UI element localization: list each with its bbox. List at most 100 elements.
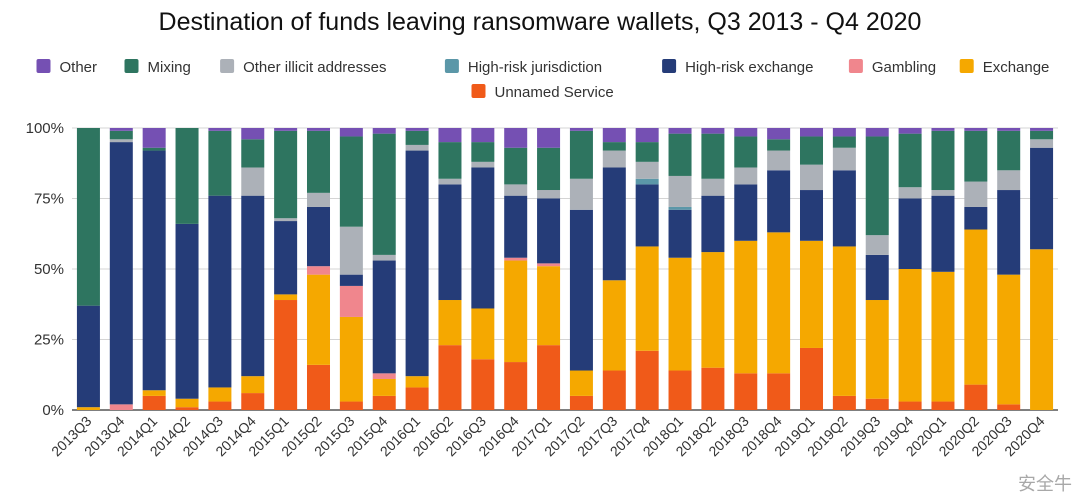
legend-label: High-risk exchange [685, 59, 813, 76]
bar-segment [339, 285, 363, 317]
bar-segment [569, 178, 593, 210]
bar-segment [241, 393, 265, 410]
bar-segment [898, 198, 922, 269]
bar-segment [602, 128, 626, 143]
legend-label: Gambling [872, 59, 936, 76]
bar-segment [602, 280, 626, 371]
chart-title: Destination of funds leaving ransomware … [158, 8, 922, 36]
bar-segment [537, 198, 561, 264]
bar-segment [799, 190, 824, 241]
bar-segment [668, 257, 692, 371]
bar-segment [537, 263, 561, 267]
bar-segment [175, 223, 199, 399]
bar-segment [668, 133, 692, 176]
bar-segment [372, 373, 396, 379]
legend-label: Exchange [983, 59, 1050, 76]
y-axis: 0% 25% 50% 75% 100% [26, 120, 64, 419]
bar-segment [832, 147, 856, 171]
bar-segment [701, 178, 725, 196]
bar-segment [537, 266, 561, 346]
bar-segment [175, 398, 199, 408]
bar-segment [997, 170, 1021, 191]
legend-item: Other [36, 59, 98, 76]
bar-segment [175, 128, 199, 224]
bar-segment [175, 407, 199, 410]
bar-segment [931, 190, 955, 196]
bar-segment [306, 192, 331, 207]
bar-segment [208, 195, 232, 388]
bar-segment [241, 139, 265, 168]
bar-segment [241, 128, 265, 140]
bar-segment [306, 128, 331, 131]
bar-segment [339, 128, 363, 137]
bar-segment [306, 206, 331, 267]
bar-segment [635, 142, 659, 162]
bar-segment [537, 128, 561, 148]
bar-segment [438, 300, 462, 346]
bar-segment [372, 260, 396, 374]
bar-segment [1030, 139, 1054, 148]
bar-segment [602, 167, 626, 281]
bar-segment [701, 367, 725, 410]
bar-segment [537, 345, 561, 410]
bar-segment [405, 150, 429, 377]
bar-segment [569, 370, 593, 396]
bar-segment [931, 271, 955, 402]
bar-segment [339, 226, 363, 275]
bar-segment [109, 128, 133, 131]
bar-segment [635, 350, 659, 410]
bar-segment [471, 142, 495, 162]
bar-segment [832, 136, 856, 148]
bar-segment [208, 401, 232, 410]
legend-swatch [471, 84, 486, 98]
legend-label: Mixing [148, 59, 191, 76]
bar-segment [504, 128, 528, 148]
bar-segment [1030, 128, 1054, 131]
bar-segment [997, 130, 1021, 171]
bar-segment [471, 128, 495, 143]
y-tick-label: 100% [26, 120, 64, 137]
bar-segment [241, 167, 265, 196]
bar-segment [964, 130, 988, 182]
bar-segment [734, 136, 758, 168]
bar-segment [405, 128, 429, 131]
bar-segment [635, 128, 659, 143]
bar-segment [799, 164, 824, 191]
legend-label: Other illicit addresses [243, 59, 386, 76]
x-axis: 2013Q32013Q42014Q12014Q22014Q32014Q42015… [48, 413, 1048, 460]
legend-label: Other [60, 59, 98, 76]
bar-segment [602, 370, 626, 410]
bar-segment [865, 254, 889, 301]
bar-segment [241, 376, 265, 394]
bar-segment [405, 376, 429, 388]
bar-segment [832, 246, 856, 396]
legend-label: Unnamed Service [495, 84, 614, 101]
bar-segment [372, 378, 396, 396]
bar-segment [372, 128, 396, 134]
bar-segment [76, 407, 100, 410]
bar-segment [471, 308, 495, 360]
bar-segment [701, 128, 725, 134]
bar-segment [109, 139, 133, 143]
bar-segment [734, 128, 758, 137]
bar-segment [372, 254, 396, 261]
bar-segment [438, 345, 462, 410]
bar-segment [964, 181, 988, 207]
bar-segment [635, 161, 659, 179]
bar-segment [931, 128, 955, 131]
bar-segment [142, 390, 166, 396]
bar-segment [865, 398, 889, 410]
bar-segment [799, 240, 824, 348]
bar-segment [142, 128, 166, 148]
bar-segment [602, 142, 626, 151]
bar-segment [931, 195, 955, 272]
bar-segment [931, 401, 955, 410]
bar-segment [471, 359, 495, 410]
bar-segment [109, 142, 133, 405]
bar-segment [997, 274, 1021, 405]
bar-segment [76, 128, 100, 306]
legend-item: Other illicit addresses [220, 59, 386, 76]
watermark: 安全牛 [1018, 474, 1072, 494]
y-tick-label: 50% [34, 261, 64, 278]
bar-segment [504, 260, 528, 363]
